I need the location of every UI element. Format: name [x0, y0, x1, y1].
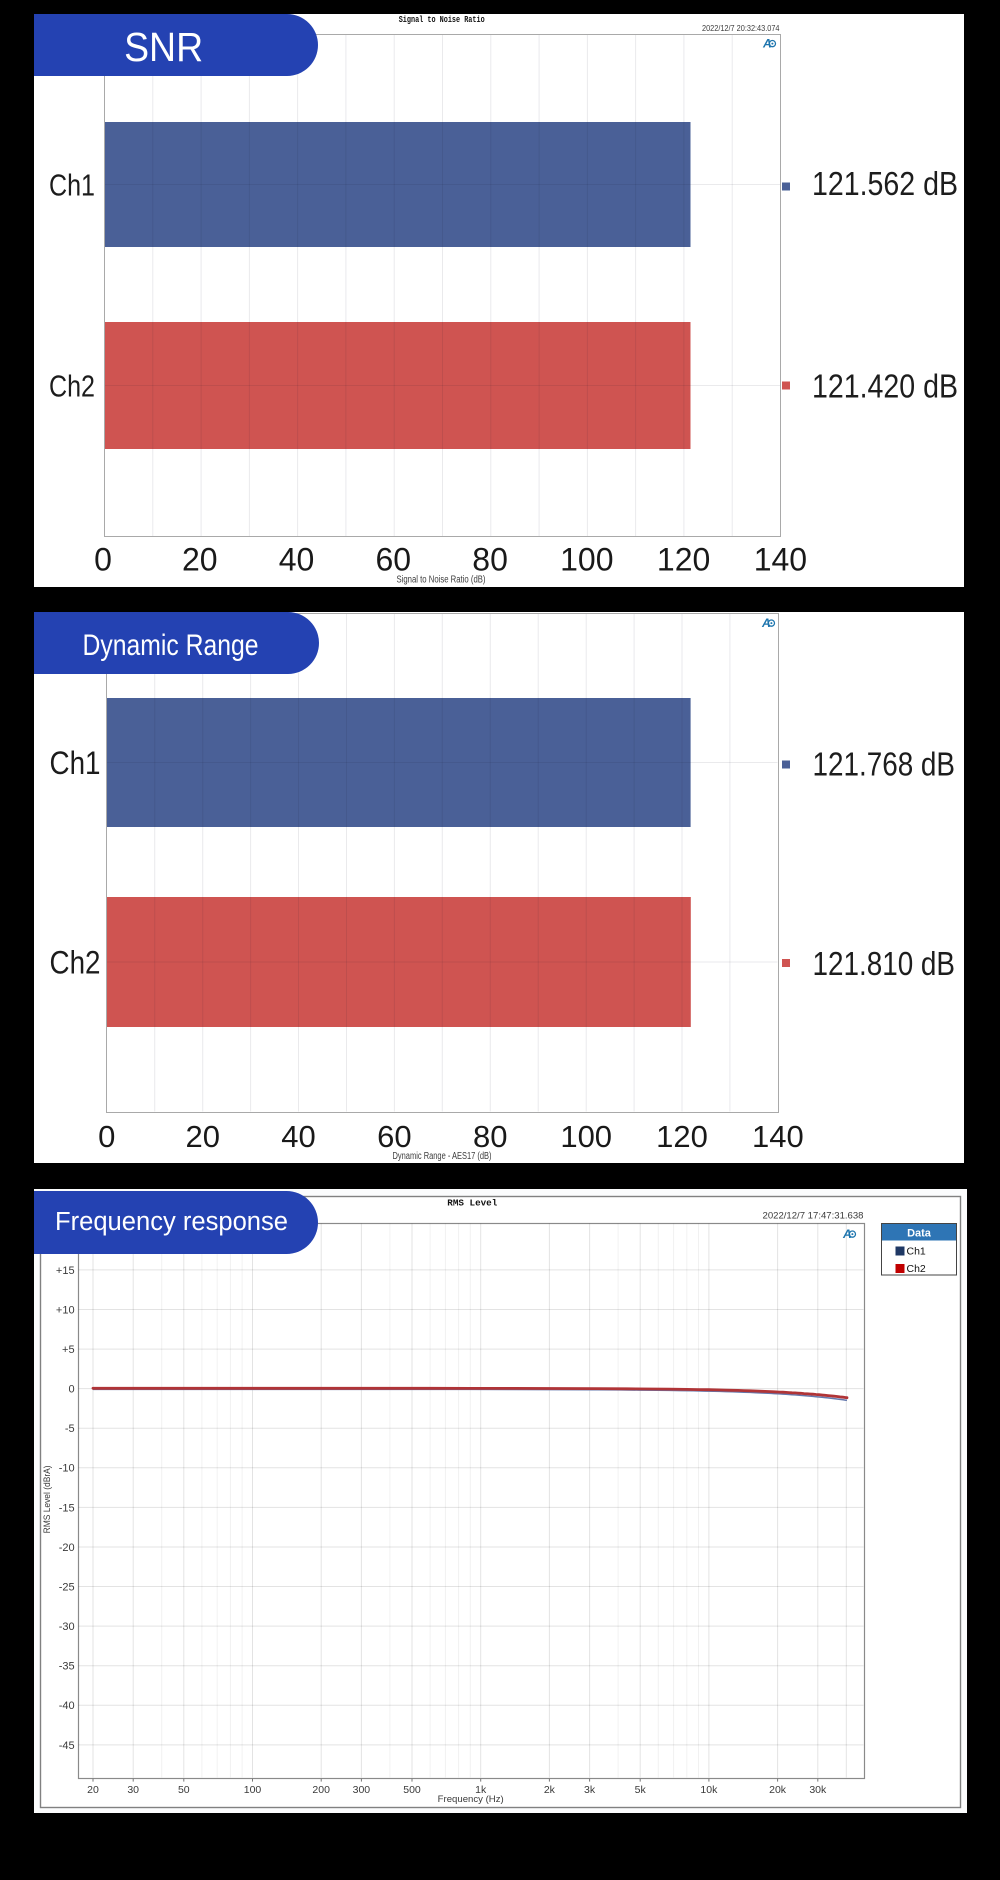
svg-text:120: 120 — [657, 542, 710, 578]
svg-text:80: 80 — [472, 542, 508, 578]
svg-text:3k: 3k — [584, 1784, 596, 1796]
svg-text:-15: -15 — [59, 1502, 75, 1514]
svg-text:Signal to Noise Ratio (dB): Signal to Noise Ratio (dB) — [397, 574, 486, 585]
svg-text:300: 300 — [353, 1784, 371, 1796]
svg-text:120: 120 — [656, 1119, 708, 1154]
svg-text:+5: +5 — [62, 1344, 75, 1356]
svg-text:-35: -35 — [59, 1661, 75, 1673]
svg-text:RMS Level (dBrA): RMS Level (dBrA) — [42, 1465, 52, 1533]
svg-text:Ch1: Ch1 — [50, 745, 101, 781]
svg-text:Ch1: Ch1 — [49, 168, 95, 203]
svg-text:A: A — [842, 1227, 852, 1241]
svg-text:Frequency (Hz): Frequency (Hz) — [438, 1794, 504, 1805]
svg-text:30k: 30k — [809, 1784, 827, 1796]
svg-text:A: A — [762, 36, 772, 50]
svg-text:121.768 dB: 121.768 dB — [813, 746, 956, 783]
svg-text:60: 60 — [376, 542, 412, 578]
svg-text:1k: 1k — [475, 1784, 487, 1796]
svg-text:200: 200 — [312, 1784, 330, 1796]
svg-text:RMS Level: RMS Level — [447, 1199, 498, 1209]
svg-text:2022/12/7 17:47:31.638: 2022/12/7 17:47:31.638 — [763, 1211, 864, 1222]
svg-text:Signal to Noise Ratio: Signal to Noise Ratio — [399, 15, 485, 25]
svg-text:Frequency response: Frequency response — [55, 1208, 288, 1236]
svg-text:5k: 5k — [635, 1784, 647, 1796]
svg-text:+15: +15 — [56, 1265, 75, 1277]
svg-text:10k: 10k — [700, 1784, 718, 1796]
svg-text:Dynamic Range: Dynamic Range — [83, 629, 259, 662]
svg-text:100: 100 — [244, 1784, 262, 1796]
svg-text:20: 20 — [87, 1784, 99, 1796]
svg-text:121.810 dB: 121.810 dB — [813, 945, 956, 982]
svg-text:Ch2: Ch2 — [49, 369, 95, 404]
svg-text:0: 0 — [68, 1384, 74, 1396]
svg-text:20: 20 — [182, 542, 218, 578]
svg-text:Data: Data — [907, 1227, 932, 1239]
svg-text:-45: -45 — [59, 1740, 75, 1752]
svg-text:80: 80 — [473, 1119, 507, 1154]
svg-text:-20: -20 — [59, 1542, 75, 1554]
svg-text:A: A — [761, 616, 771, 630]
svg-text:-10: -10 — [59, 1463, 75, 1475]
svg-text:0: 0 — [94, 542, 112, 578]
svg-text:50: 50 — [178, 1784, 190, 1796]
svg-text:20: 20 — [185, 1119, 219, 1154]
svg-text:Ch2: Ch2 — [50, 945, 101, 981]
svg-text:40: 40 — [281, 1119, 315, 1154]
svg-text:140: 140 — [754, 542, 807, 578]
svg-text:40: 40 — [279, 542, 315, 578]
svg-text:500: 500 — [403, 1784, 421, 1796]
svg-text:121.420 dB: 121.420 dB — [812, 367, 958, 404]
svg-text:121.562 dB: 121.562 dB — [812, 165, 958, 202]
svg-text:-40: -40 — [59, 1700, 75, 1712]
svg-text:Dynamic Range - AES17 (dB): Dynamic Range - AES17 (dB) — [393, 1151, 492, 1162]
svg-text:-5: -5 — [65, 1423, 75, 1435]
svg-text:Ch2: Ch2 — [907, 1263, 926, 1275]
svg-text:2k: 2k — [544, 1784, 556, 1796]
svg-text:20k: 20k — [769, 1784, 787, 1796]
svg-text:140: 140 — [752, 1119, 804, 1154]
svg-text:30: 30 — [127, 1784, 139, 1796]
svg-text:100: 100 — [560, 542, 613, 578]
svg-text:100: 100 — [560, 1119, 612, 1154]
svg-text:-25: -25 — [59, 1581, 75, 1593]
svg-text:0: 0 — [98, 1119, 115, 1154]
svg-text:SNR: SNR — [124, 24, 203, 70]
svg-text:-30: -30 — [59, 1621, 75, 1633]
svg-text:+10: +10 — [56, 1304, 75, 1316]
svg-text:Ch1: Ch1 — [907, 1246, 926, 1258]
svg-text:2022/12/7 20:32:43.074: 2022/12/7 20:32:43.074 — [702, 23, 780, 33]
svg-text:60: 60 — [377, 1119, 411, 1154]
